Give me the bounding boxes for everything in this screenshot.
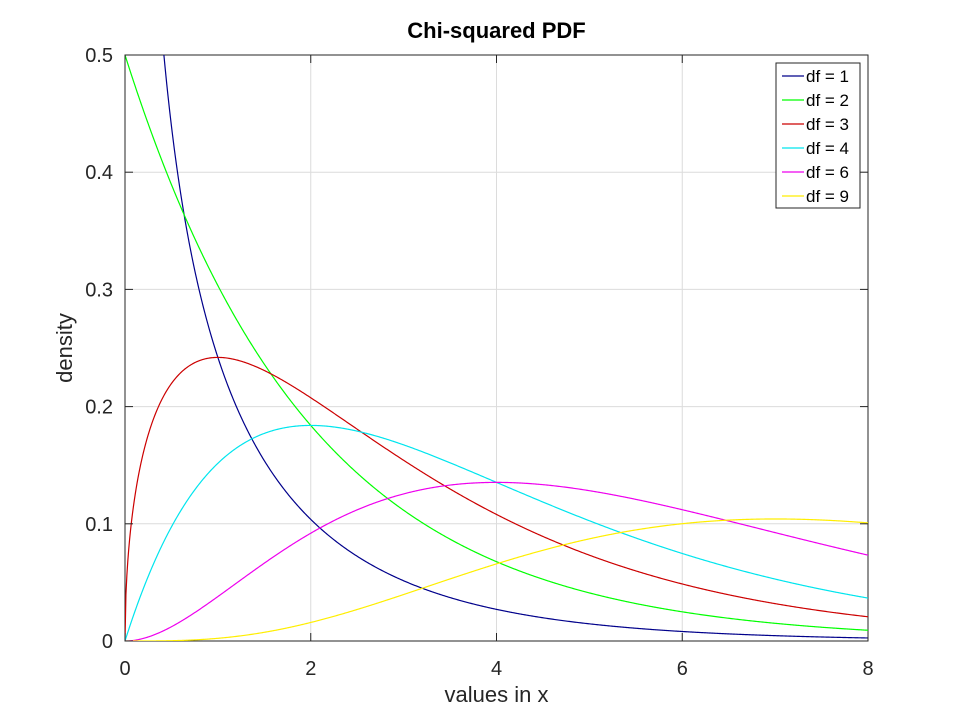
x-tick-label: 4 [491,658,502,680]
x-tick-label: 8 [862,658,873,680]
series-lines [125,55,868,641]
y-tick-label: 0 [102,631,113,653]
x-tick-label: 6 [677,658,688,680]
y-axis-label: density [52,313,77,383]
legend-entry-label: df = 9 [806,187,849,206]
y-tick-label: 0.5 [85,45,113,67]
y-tick-label: 0.1 [85,514,113,536]
series-line-df-2 [125,55,868,631]
y-tick-label: 0.4 [85,162,113,184]
chart-title: Chi-squared PDF [407,18,585,43]
axis-ticks: 0 2 4 6 8 0 0.1 0.2 0.3 0.4 0.5 [85,45,873,680]
legend: df = 1 df = 2 df = 3 df = 4 df = 6 df = 9 [775,62,861,209]
legend-entry-label: df = 3 [806,115,849,134]
legend-entry-label: df = 1 [806,67,849,86]
legend-entry-label: df = 4 [806,139,849,158]
series-line-df-9 [125,518,868,641]
legend-entry-label: df = 6 [806,163,849,182]
y-tick-label: 0.2 [85,397,113,419]
legend-box [775,62,861,209]
series-line-df-3 [125,356,868,641]
legend-entry-label: df = 2 [806,91,849,110]
x-tick-label: 2 [305,658,316,680]
series-line-df-6 [125,481,868,641]
x-axis-label: values in x [445,682,549,707]
y-tick-label: 0.3 [85,279,113,301]
x-tick-label: 0 [119,658,130,680]
series-line-df-1 [163,55,868,639]
